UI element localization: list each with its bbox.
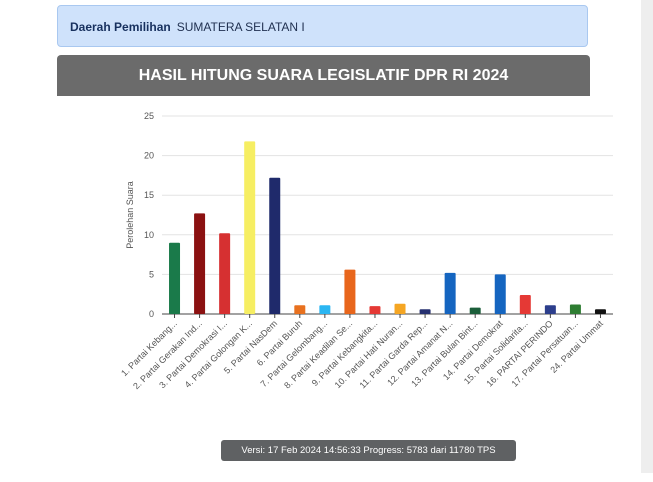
y-tick-label: 5 [149,269,154,279]
bar [169,242,181,314]
region-header: Daerah Pemilihan SUMATERA SELATAN I [57,5,588,47]
bar [494,274,506,314]
y-tick-label: 10 [144,230,154,240]
version-info: Versi: 17 Feb 2024 14:56:33 Progress: 57… [221,440,516,477]
y-axis-label: Perolehan Suara [125,181,135,249]
bar [519,294,531,314]
bar [569,304,581,314]
bar [594,309,606,314]
y-tick-label: 0 [149,309,154,319]
region-value: SUMATERA SELATAN I [176,20,305,34]
bar [319,305,331,314]
bar [244,141,256,314]
bar [269,177,281,314]
bar [294,305,306,314]
bar [469,307,481,314]
bar [394,303,406,314]
region-label: Daerah Pemilihan [70,20,171,34]
scrollbar [641,0,653,473]
bar [544,305,556,314]
bar [219,233,231,314]
bar [444,272,456,314]
bar [194,213,206,314]
y-tick-label: 25 [144,111,154,121]
bar [369,306,381,314]
bar [419,309,431,314]
chart-title: HASIL HITUNG SUARA LEGISLATIF DPR RI 202… [57,55,590,96]
y-tick-label: 15 [144,190,154,200]
bar [344,269,356,314]
y-tick-label: 20 [144,151,154,161]
